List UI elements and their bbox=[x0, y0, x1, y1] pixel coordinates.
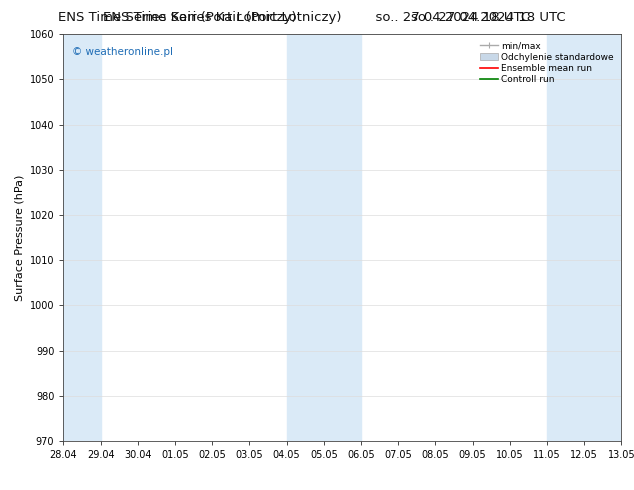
Legend: min/max, Odchylenie standardowe, Ensemble mean run, Controll run: min/max, Odchylenie standardowe, Ensembl… bbox=[477, 39, 617, 87]
Text: © weatheronline.pl: © weatheronline.pl bbox=[72, 47, 173, 56]
Text: ENS Time Series Kair (Port Lotniczy)        so.. 27.04.2024 18 UTC: ENS Time Series Kair (Port Lotniczy) so.… bbox=[103, 11, 531, 24]
Text: ENS Time Series Kair (Port Lotniczy): ENS Time Series Kair (Port Lotniczy) bbox=[58, 11, 297, 24]
Bar bbox=[63, 34, 101, 441]
Bar bbox=[547, 34, 621, 441]
Bar bbox=[287, 34, 361, 441]
Y-axis label: Surface Pressure (hPa): Surface Pressure (hPa) bbox=[14, 174, 24, 301]
Text: so.. 27.04.2024 18 UTC: so.. 27.04.2024 18 UTC bbox=[411, 11, 566, 24]
